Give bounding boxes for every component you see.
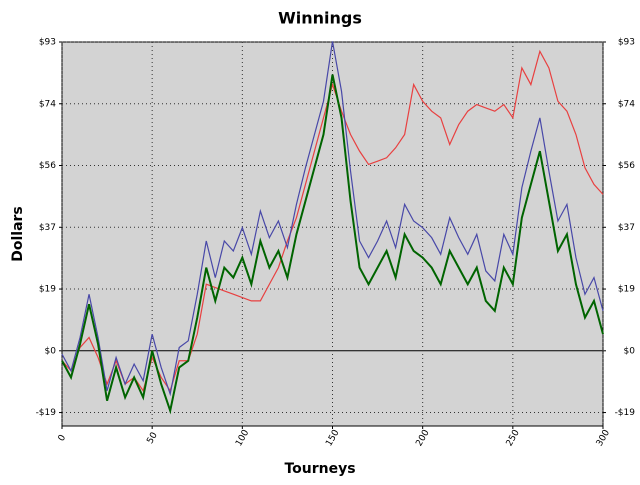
x-tick-label: 0 — [57, 433, 69, 443]
x-axis-label: Tourneys — [284, 461, 355, 477]
y-tick-label: $74 — [39, 99, 56, 109]
y-tick-label: $93 — [39, 38, 56, 48]
y-tick-label-right: $74 — [618, 99, 635, 109]
y-tick-label: $37 — [39, 223, 56, 233]
y-tick-label-right: $93 — [618, 38, 635, 48]
y-tick-label-right: $37 — [618, 223, 635, 233]
y-axis-label: Dollars — [10, 206, 26, 262]
chart-title: Winnings — [278, 9, 362, 28]
series-line — [61, 49, 604, 393]
y-tick-label: $0 — [45, 346, 57, 356]
y-tick-label-right: $56 — [618, 161, 635, 171]
series-line — [61, 41, 604, 397]
y-tick-label-right: $0 — [624, 346, 636, 356]
y-tick-label: -$19 — [36, 408, 57, 418]
series-line — [61, 74, 604, 415]
y-tick-label-right: $19 — [618, 285, 635, 295]
y-tick-label: $19 — [39, 285, 56, 295]
y-tick-label-right: -$19 — [615, 408, 636, 418]
y-tick-label: $56 — [39, 161, 56, 171]
